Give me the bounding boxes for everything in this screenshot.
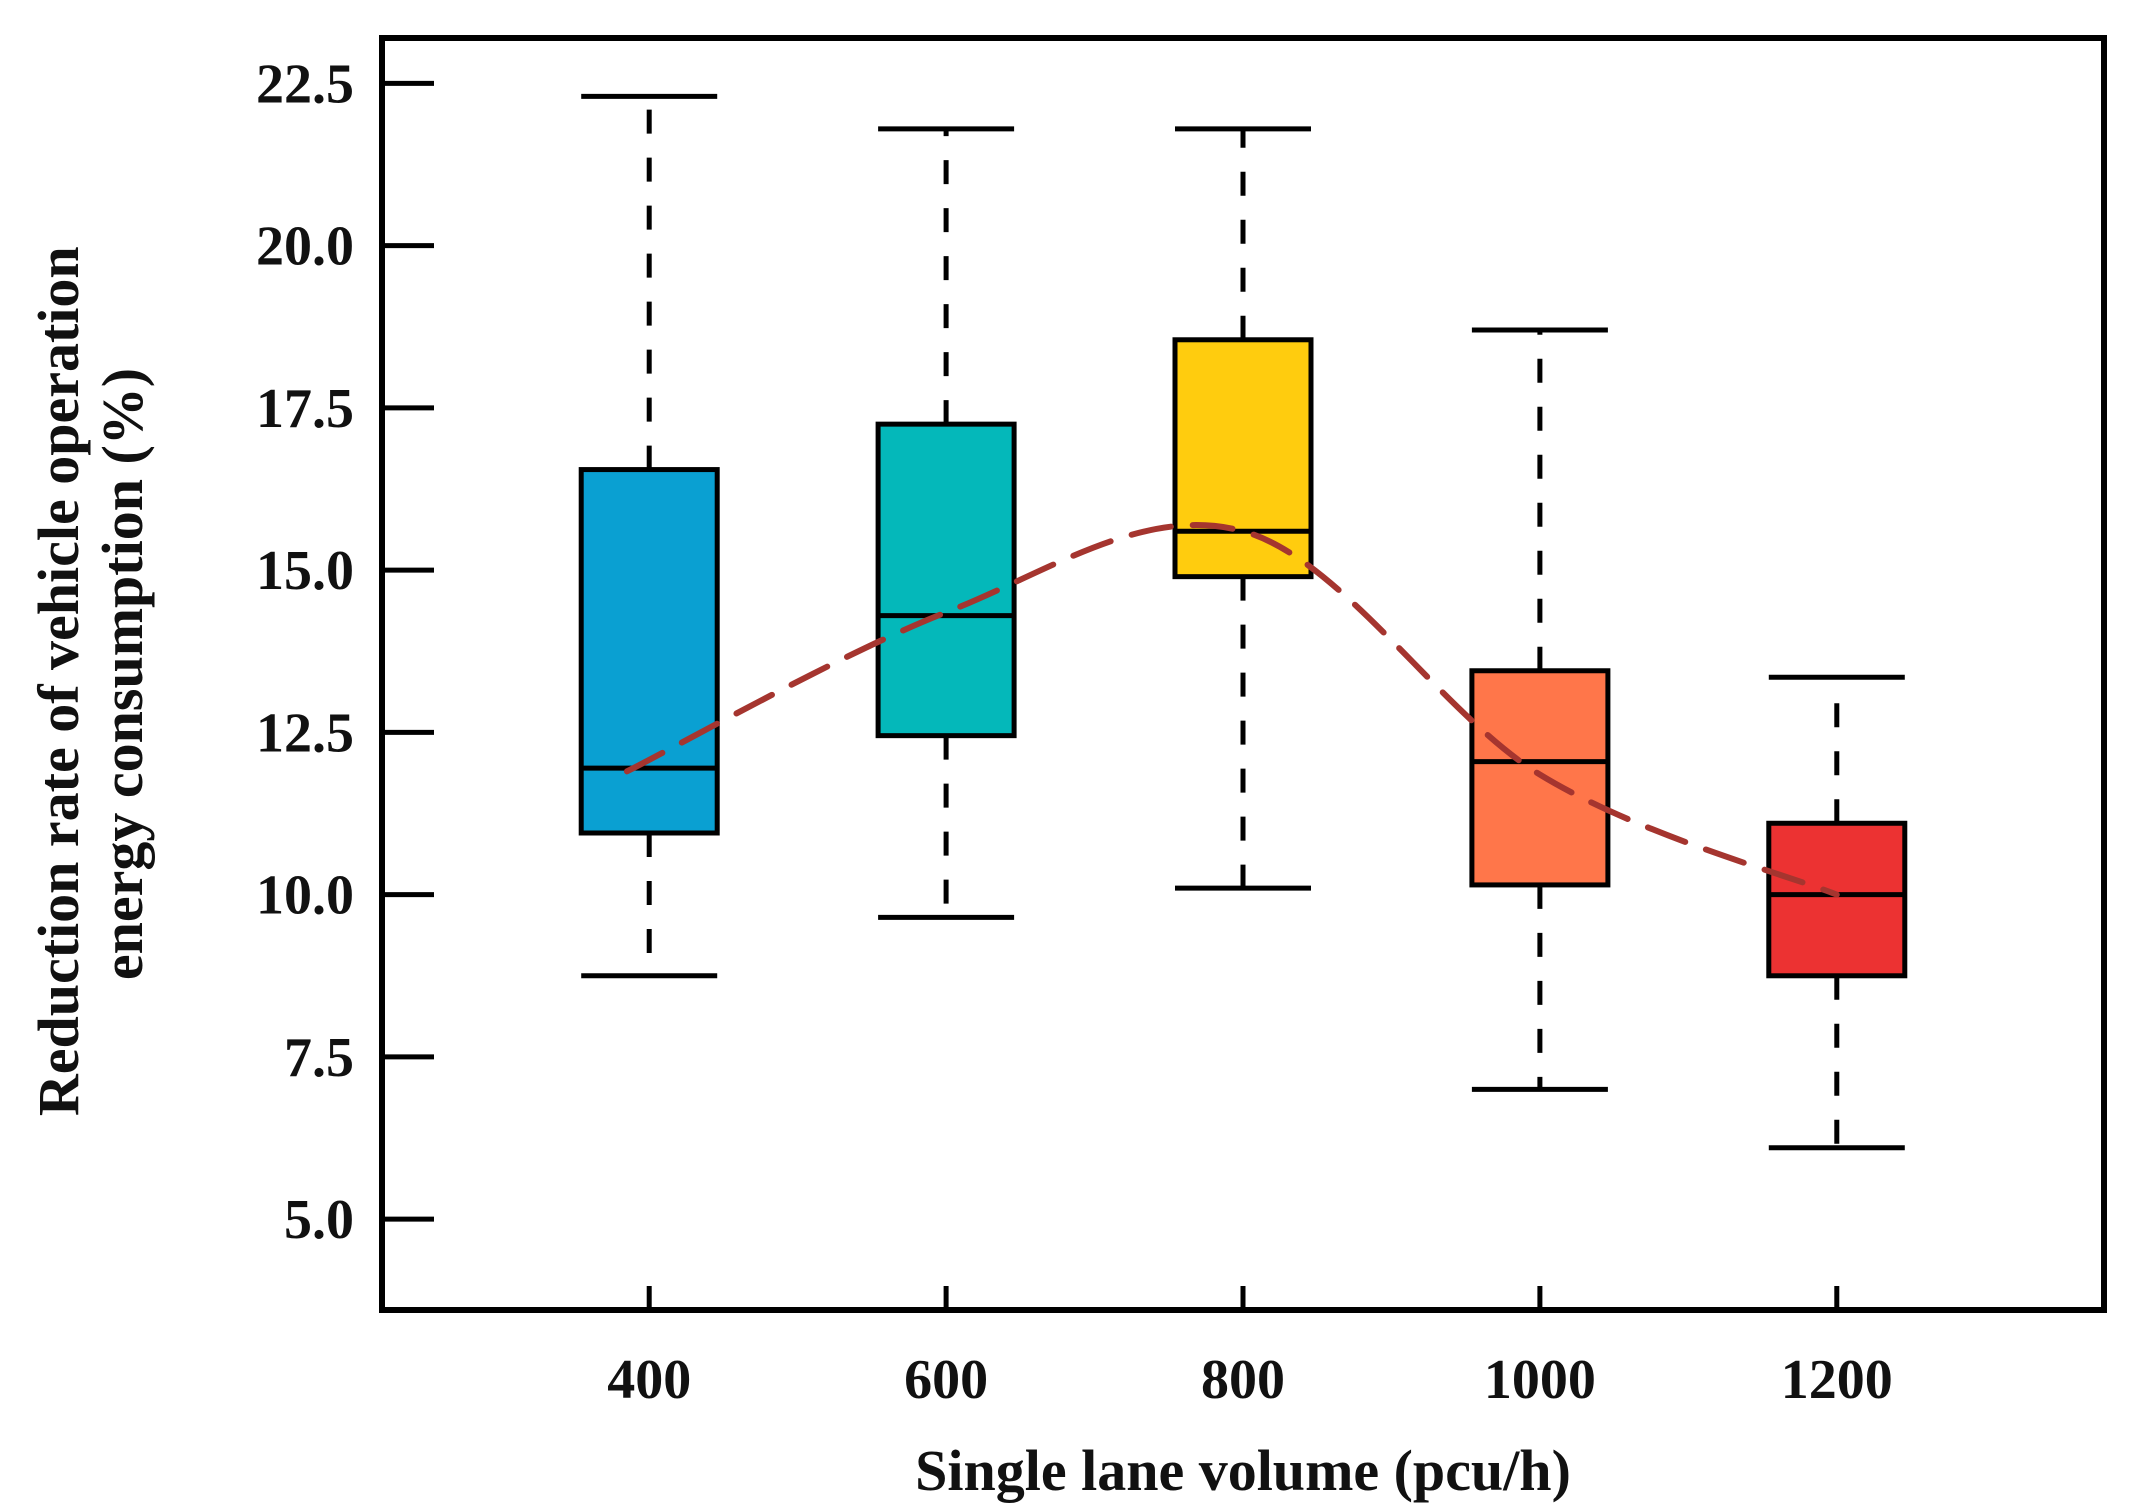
y-axis-title-line-2: energy consumption (%) [90,368,155,980]
y-axis-title-line-1: Reduction rate of vehicle operation [26,246,91,1116]
y-tick-label: 20.0 [256,216,354,278]
box-1200 [1766,674,1908,1151]
x-tick-label: 1200 [1781,1349,1893,1411]
y-tick-label: 10.0 [256,865,354,927]
y-tick-label: 17.5 [256,378,354,440]
x-axis: 400 600 800 1000 1200 [607,1286,1893,1411]
y-tick-label: 12.5 [256,702,354,764]
x-tick-label: 600 [904,1349,988,1411]
box-1000 [1469,327,1611,1092]
y-tick-label: 7.5 [284,1027,354,1089]
box-400 [578,93,720,979]
y-axis-title: Reduction rate of vehicle operation ener… [26,232,155,1116]
x-tick-label: 800 [1201,1349,1285,1411]
iqr-box [1469,668,1611,888]
trend-line [623,522,1840,898]
x-axis-title: Single lane volume (pcu/h) [915,1438,1571,1503]
y-axis: 5.0 7.5 10.0 12.5 15.0 17.5 20.0 22.5 [256,53,434,1251]
box-800 [1172,126,1314,891]
iqr-box [578,467,720,836]
y-tick-label: 15.0 [256,540,354,602]
iqr-box [875,421,1017,739]
y-tick-label: 22.5 [256,53,354,115]
y-tick-label: 5.0 [284,1189,354,1251]
box-series [578,93,1908,1151]
iqr-box [1766,820,1908,979]
x-tick-label: 1000 [1484,1349,1596,1411]
iqr-box [1172,337,1314,580]
x-tick-label: 400 [607,1349,691,1411]
box-600 [875,126,1017,920]
